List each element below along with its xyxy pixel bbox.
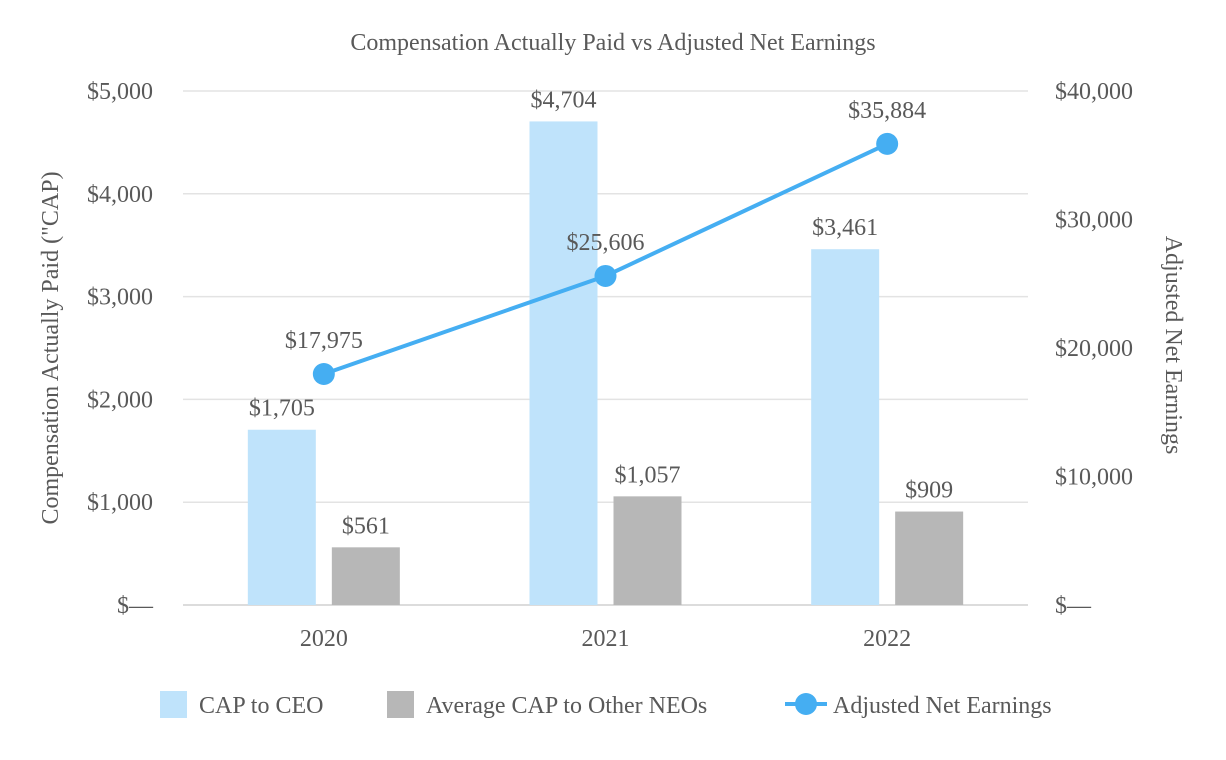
series-line bbox=[323, 142, 889, 376]
bar-data-label: $4,704 bbox=[531, 87, 597, 113]
bar-data-label: $1,705 bbox=[249, 396, 315, 422]
line-data-label: $25,606 bbox=[567, 230, 645, 256]
x-tick-label: 2021 bbox=[582, 626, 630, 652]
legend: CAP to CEO Average CAP to Other NEOs Adjus… bbox=[160, 691, 1052, 719]
y-tick-label: $3,000 bbox=[87, 285, 153, 311]
chart-title: Compensation Actually Paid vs Adjusted N… bbox=[350, 30, 875, 56]
line-data-label: $17,975 bbox=[285, 328, 363, 354]
axes: $— $1,000 $2,000 $3,000 $4,000 $5,000 $— $10,00… bbox=[87, 79, 1133, 652]
legend-label: Average CAP to Other NEOs bbox=[426, 693, 707, 719]
y-tick-label: $4,000 bbox=[87, 182, 153, 208]
line-point bbox=[876, 132, 899, 155]
legend-label: Adjusted Net Earnings bbox=[833, 693, 1052, 719]
bar bbox=[613, 496, 682, 605]
bar-data-label: $1,057 bbox=[615, 462, 681, 488]
line-point bbox=[594, 264, 617, 287]
y-tick-label: $5,000 bbox=[87, 79, 153, 105]
y-axis-title: Compensation Actually Paid ("CAP) bbox=[38, 171, 64, 524]
legend-swatch bbox=[160, 691, 187, 718]
y-tick-label: $2,000 bbox=[87, 387, 153, 413]
y2-tick-label: $— bbox=[1055, 593, 1092, 619]
x-tick-label: 2022 bbox=[863, 626, 911, 652]
data-labels: $1,705 $4,704 $3,461 $561 $1,057 $909 $17,975 $… bbox=[249, 87, 953, 539]
legend-swatch bbox=[387, 691, 414, 718]
y2-tick-label: $30,000 bbox=[1055, 208, 1133, 234]
bar-data-label: $3,461 bbox=[812, 215, 878, 241]
line-series bbox=[312, 132, 899, 386]
y2-tick-label: $20,000 bbox=[1055, 336, 1133, 362]
bar bbox=[247, 429, 316, 605]
line-data-label: $35,884 bbox=[848, 98, 926, 124]
y-tick-label: $1,000 bbox=[87, 490, 153, 516]
line-point bbox=[312, 363, 335, 386]
y2-axis-title: Adjusted Net Earnings bbox=[1160, 236, 1186, 455]
y2-tick-label: $40,000 bbox=[1055, 79, 1133, 105]
bar bbox=[895, 511, 964, 605]
y-tick-label: $— bbox=[117, 593, 154, 619]
bars bbox=[247, 121, 964, 605]
gridlines bbox=[183, 90, 1028, 606]
x-tick-label: 2020 bbox=[300, 626, 348, 652]
bar bbox=[529, 121, 598, 605]
bar-data-label: $561 bbox=[342, 513, 390, 539]
bar bbox=[331, 547, 400, 605]
bar-data-label: $909 bbox=[905, 478, 953, 504]
legend-label: CAP to CEO bbox=[199, 693, 323, 719]
bar bbox=[811, 249, 880, 605]
legend-marker bbox=[795, 693, 817, 715]
y2-tick-label: $10,000 bbox=[1055, 465, 1133, 491]
